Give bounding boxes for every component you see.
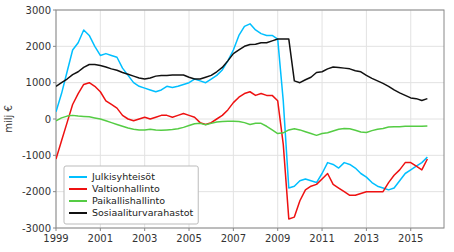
- tick-label-y: -1000: [22, 150, 51, 161]
- tick-label-x: 2015: [398, 233, 423, 244]
- chart: 1999 2001 2003 2005 2007 2009 2011 2013 2015 -300…: [0, 0, 454, 252]
- series-line: [56, 115, 427, 135]
- tick-y: [53, 155, 56, 156]
- tick-label-x: 2011: [309, 233, 334, 244]
- series-line: [56, 39, 427, 100]
- tick-y: [53, 228, 56, 229]
- tick-label-x: 2007: [221, 233, 246, 244]
- tick-label-y: -3000: [22, 223, 51, 234]
- grid: [56, 10, 444, 228]
- tick-label-y: 1000: [26, 77, 51, 88]
- legend-box: [64, 166, 198, 224]
- tick-x: [366, 228, 367, 231]
- tick-label-x: 2003: [132, 233, 157, 244]
- legend-swatch: [69, 200, 87, 202]
- tick-y: [53, 82, 56, 83]
- tick-label-y: 3000: [26, 5, 51, 16]
- plot-frame: [56, 10, 444, 228]
- legend-label: Paikallishallinto: [92, 195, 165, 206]
- series-line: [56, 24, 427, 190]
- tick-label-y: 2000: [26, 41, 51, 52]
- series-line: [56, 83, 427, 219]
- tick-y: [53, 10, 56, 11]
- tick-x: [410, 228, 411, 231]
- tick-label-x: 2009: [265, 233, 290, 244]
- legend: JulkisyhteisötValtionhallintoPaikallisha…: [64, 166, 198, 224]
- tick-x: [100, 228, 101, 231]
- grid-line-y: [56, 155, 444, 156]
- legend-label: Valtionhallinto: [92, 183, 160, 194]
- tick-x: [322, 228, 323, 231]
- legend-label: Julkisyhteisöt: [91, 171, 155, 182]
- legend-label: Sosiaaliturvarahastot: [92, 207, 194, 218]
- grid-line-y: [56, 46, 444, 47]
- tick-label-y: 0: [45, 114, 51, 125]
- tick-label-y: -2000: [22, 186, 51, 197]
- tick-label-x: 1999: [43, 233, 68, 244]
- tick-label-x: 2005: [176, 233, 201, 244]
- tick-x: [277, 228, 278, 231]
- tick-y: [53, 46, 56, 47]
- tick-y: [53, 119, 56, 120]
- tick-x: [189, 228, 190, 231]
- legend-swatch: [69, 188, 87, 190]
- y-axis-label: milj €: [3, 105, 14, 133]
- tick-x: [233, 228, 234, 231]
- tick-x: [144, 228, 145, 231]
- tick-y: [53, 191, 56, 192]
- grid-line-y: [56, 119, 444, 120]
- plot-area: [56, 24, 427, 219]
- tick-label-x: 2001: [88, 233, 113, 244]
- grid-line-y: [56, 82, 444, 83]
- tick-label-x: 2013: [354, 233, 379, 244]
- legend-swatch: [69, 176, 87, 178]
- legend-swatch: [69, 212, 87, 214]
- axes: 1999 2001 2003 2005 2007 2009 2011 2013 2015 -300…: [22, 5, 424, 245]
